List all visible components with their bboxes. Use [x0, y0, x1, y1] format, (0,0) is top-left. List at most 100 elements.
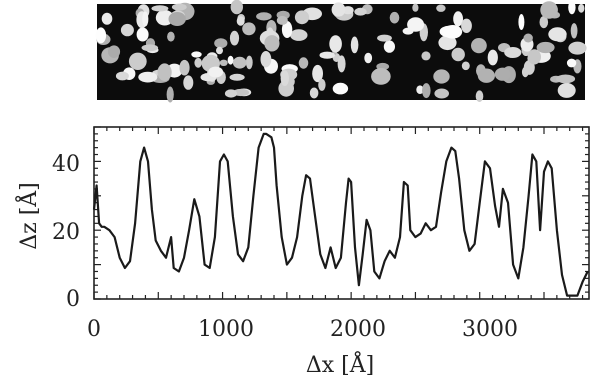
island — [453, 11, 463, 27]
island — [229, 73, 245, 81]
island — [377, 34, 392, 42]
island — [461, 61, 470, 71]
profile-line — [92, 132, 589, 297]
island — [115, 71, 129, 81]
island — [471, 38, 487, 54]
island — [566, 58, 577, 68]
island — [319, 51, 335, 59]
island — [527, 49, 542, 65]
island — [523, 33, 533, 43]
island — [179, 59, 190, 76]
island — [242, 22, 256, 36]
island — [477, 68, 495, 83]
island — [416, 85, 424, 94]
island — [461, 18, 472, 33]
y-tick-label-0: 0 — [66, 287, 80, 312]
axis-ticks — [93, 126, 589, 300]
island — [280, 70, 289, 86]
island — [107, 45, 121, 58]
island — [128, 52, 147, 70]
island — [168, 12, 186, 26]
y-axis-label: Δz [Å] — [14, 182, 42, 250]
island — [141, 44, 159, 52]
x-tick-label-3: 3000 — [462, 317, 518, 342]
island — [421, 51, 431, 61]
island — [294, 10, 310, 25]
island — [475, 90, 484, 102]
x-tick-label-2: 2000 — [330, 317, 386, 342]
island — [136, 27, 149, 42]
island — [350, 36, 359, 54]
island — [371, 68, 391, 85]
island — [260, 51, 272, 68]
island — [309, 87, 319, 99]
x-tick-label-1: 1000 — [198, 317, 254, 342]
island — [557, 82, 576, 98]
island — [208, 66, 224, 78]
island — [364, 52, 373, 64]
island — [389, 11, 400, 24]
island — [120, 23, 134, 37]
island — [451, 47, 465, 62]
island — [214, 38, 228, 49]
island — [166, 86, 174, 103]
island — [138, 71, 158, 83]
island — [183, 75, 194, 90]
island — [232, 56, 247, 69]
island — [264, 35, 280, 52]
island — [290, 29, 308, 41]
island — [312, 64, 323, 83]
plot-frame — [93, 126, 590, 300]
island — [407, 17, 425, 32]
island — [494, 67, 511, 81]
island — [570, 23, 578, 39]
island — [298, 57, 309, 69]
island — [536, 41, 555, 54]
y-tick-label-20: 20 — [52, 220, 80, 245]
island — [439, 25, 460, 38]
island — [329, 35, 342, 53]
island — [487, 49, 498, 66]
topography-image-strip — [95, 0, 587, 103]
island — [318, 78, 326, 91]
island — [256, 12, 272, 21]
island — [194, 57, 202, 68]
island — [412, 3, 419, 12]
island — [245, 55, 253, 70]
island — [383, 40, 395, 53]
x-axis-label: Δx [Å] — [306, 350, 374, 378]
island — [540, 1, 558, 19]
island — [568, 0, 576, 15]
y-tick-label-40: 40 — [52, 152, 80, 177]
island — [171, 3, 187, 11]
island — [227, 55, 234, 65]
island — [504, 47, 522, 58]
island — [216, 46, 223, 55]
island — [219, 59, 228, 66]
island — [434, 88, 450, 99]
island — [151, 5, 169, 12]
island — [331, 2, 346, 17]
island — [191, 51, 202, 58]
island — [281, 21, 293, 38]
topography-islands — [95, 0, 587, 103]
island — [539, 16, 549, 29]
island — [142, 11, 149, 27]
island — [236, 16, 245, 26]
island — [157, 63, 172, 81]
island — [568, 41, 587, 55]
island — [436, 4, 446, 12]
island — [230, 0, 243, 15]
x-tick-label-0: 0 — [87, 317, 101, 342]
island — [337, 55, 346, 73]
island — [578, 3, 585, 13]
island — [518, 14, 525, 30]
island — [433, 69, 450, 84]
island — [224, 89, 238, 98]
island — [422, 83, 431, 99]
island — [95, 27, 107, 44]
island — [276, 15, 288, 25]
island — [548, 27, 567, 42]
island — [229, 30, 240, 46]
